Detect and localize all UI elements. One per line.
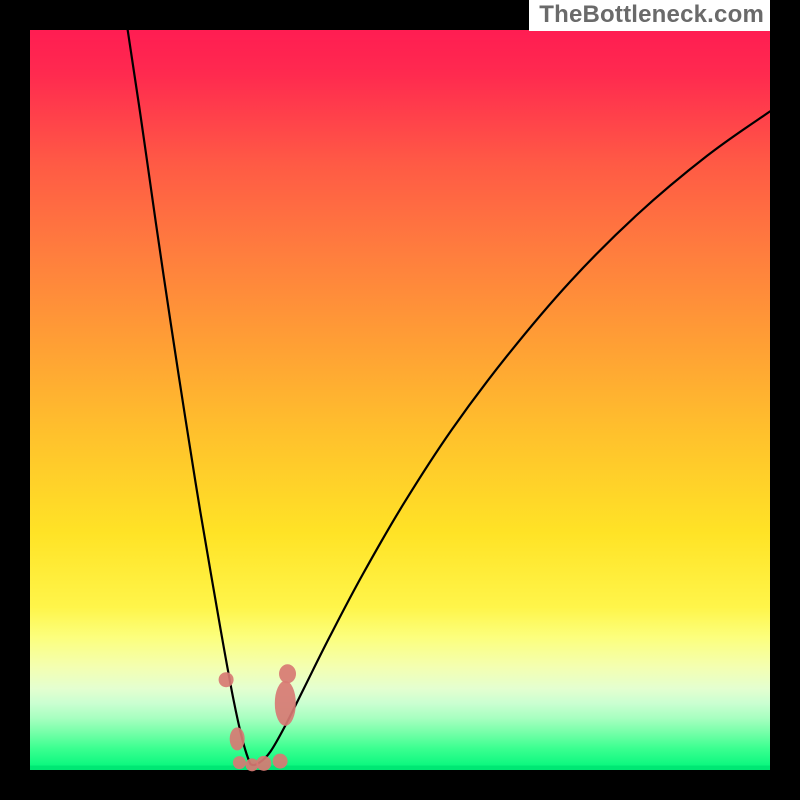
bottleneck-curve	[128, 30, 770, 765]
data-marker	[275, 681, 295, 725]
data-marker	[233, 757, 245, 769]
data-marker	[246, 759, 258, 771]
data-marker	[230, 728, 244, 750]
plot-area	[30, 30, 770, 770]
data-marker	[273, 754, 287, 768]
data-marker	[219, 673, 233, 687]
site-watermark: TheBottleneck.com	[529, 0, 770, 31]
data-marker	[257, 756, 271, 770]
data-marker	[280, 665, 296, 683]
chart-root: TheBottleneck.com	[0, 0, 800, 800]
curve-layer	[30, 30, 770, 770]
baseline	[30, 766, 770, 770]
